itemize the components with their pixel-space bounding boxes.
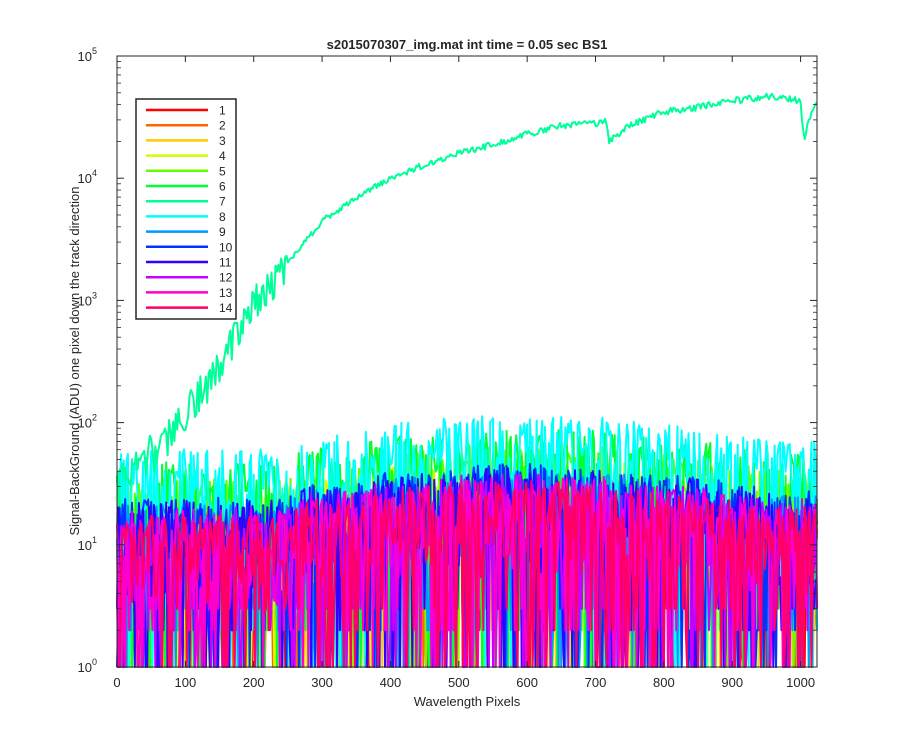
ticks-layer: 0 100 200 300 400 500 600 700 800 900 100010010110… [78, 46, 817, 690]
legend-item-12: 12 [146, 271, 233, 285]
legend-item-5: 5 [146, 164, 226, 178]
legend-label: 5 [219, 164, 226, 178]
y-tick-label-base: 10 [78, 538, 92, 553]
legend-item-10: 10 [146, 240, 233, 254]
legend-item-4: 4 [146, 149, 226, 163]
x-tick-label: 800 [653, 675, 675, 690]
legend-item-2: 2 [146, 119, 226, 133]
y-tick-label-base: 10 [78, 49, 92, 64]
legend-label: 8 [219, 210, 226, 224]
legend-label: 1 [219, 104, 226, 118]
x-tick-label: 700 [585, 675, 607, 690]
legend-item-13: 13 [146, 286, 233, 300]
y-tick-label: 101 [78, 535, 97, 553]
x-tick-label: 600 [516, 675, 538, 690]
axes-box [116, 55, 818, 668]
legend-item-6: 6 [146, 180, 226, 194]
x-tick-label: 100 [175, 675, 197, 690]
legend-label: 6 [219, 180, 226, 194]
y-tick-label: 103 [78, 290, 97, 308]
legend-item-14: 14 [146, 301, 233, 315]
legend-label: 12 [219, 271, 233, 285]
x-tick-label: 900 [721, 675, 743, 690]
y-tick-label-exp: 0 [92, 657, 97, 667]
legend-label: 7 [219, 195, 226, 209]
y-tick-label: 102 [78, 413, 97, 431]
y-tick-label-exp: 1 [92, 535, 97, 545]
y-tick-label-exp: 4 [92, 168, 97, 178]
y-tick-label: 100 [78, 657, 97, 675]
legend-box [135, 98, 237, 320]
y-tick-label-exp: 2 [92, 413, 97, 423]
legend-item-9: 9 [146, 225, 226, 239]
legend-label: 13 [219, 286, 233, 300]
x-tick-label: 0 [113, 675, 120, 690]
y-tick-label: 105 [78, 46, 97, 64]
chart-title: s2015070307_img.mat int time = 0.05 sec … [327, 37, 608, 52]
series-7-line [116, 92, 818, 507]
legend-label: 11 [219, 256, 232, 270]
legend-label: 3 [219, 134, 226, 148]
x-tick-label: 500 [448, 675, 470, 690]
y-tick-label-base: 10 [78, 416, 92, 431]
legend-item-3: 3 [146, 134, 226, 148]
y-tick-label: 104 [78, 168, 97, 186]
legend-label: 4 [219, 149, 226, 163]
x-tick-label: 1000 [786, 675, 815, 690]
legend-label: 2 [219, 119, 226, 133]
legend-label: 10 [219, 240, 233, 254]
y-tick-label-base: 10 [78, 293, 92, 308]
legend-item-1: 1 [146, 104, 226, 118]
legend-item-7: 7 [146, 195, 226, 209]
y-tick-label-exp: 5 [92, 46, 97, 56]
legend-item-8: 8 [146, 210, 226, 224]
legend-label: 14 [219, 301, 233, 315]
y-tick-label-base: 10 [78, 660, 92, 675]
x-tick-label: 200 [243, 675, 265, 690]
legend-item-11: 11 [146, 256, 232, 270]
legend-label: 9 [219, 225, 226, 239]
x-tick-label: 400 [380, 675, 402, 690]
y-tick-label-base: 10 [78, 171, 92, 186]
series-layer [116, 92, 818, 668]
x-axis-label: Wavelength Pixels [414, 694, 521, 709]
y-axis-label: Signal-BackGround (ADU) one pixel down t… [67, 186, 82, 535]
x-tick-label: 300 [311, 675, 333, 690]
y-tick-label-exp: 3 [92, 290, 97, 300]
